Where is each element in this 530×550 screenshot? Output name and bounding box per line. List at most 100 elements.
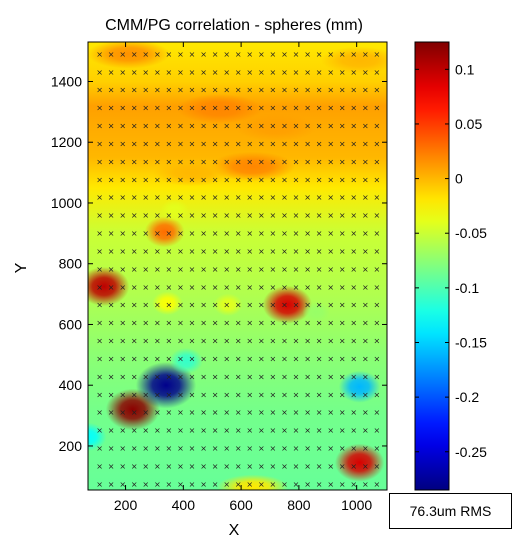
sample-marker: ×	[212, 426, 219, 435]
sample-marker: ×	[96, 193, 103, 202]
sample-marker: ×	[270, 247, 277, 256]
sample-marker: ×	[212, 229, 219, 238]
sample-marker: ×	[316, 337, 323, 346]
sample-marker: ×	[293, 265, 300, 274]
sample-marker: ×	[350, 319, 357, 328]
sample-marker: ×	[223, 122, 230, 131]
sample-marker: ×	[166, 157, 173, 166]
sample-marker: ×	[200, 122, 207, 131]
sample-marker: ×	[108, 337, 115, 346]
sample-marker: ×	[362, 247, 369, 256]
sample-marker: ×	[374, 337, 381, 346]
sample-marker: ×	[281, 175, 288, 184]
sample-marker: ×	[316, 157, 323, 166]
sample-marker: ×	[142, 426, 149, 435]
sample-marker: ×	[362, 408, 369, 417]
sample-marker: ×	[142, 86, 149, 95]
sample-marker: ×	[350, 372, 357, 381]
sample-marker: ×	[316, 444, 323, 453]
sample-marker: ×	[154, 175, 161, 184]
sample-marker: ×	[200, 354, 207, 363]
sample-marker: ×	[108, 139, 115, 148]
sample-marker: ×	[316, 480, 323, 489]
sample-marker: ×	[200, 319, 207, 328]
sample-marker: ×	[327, 372, 334, 381]
sample-marker: ×	[200, 283, 207, 292]
sample-marker: ×	[119, 229, 126, 238]
sample-marker: ×	[212, 211, 219, 220]
sample-marker: ×	[223, 139, 230, 148]
sample-marker: ×	[96, 480, 103, 489]
sample-marker: ×	[212, 157, 219, 166]
sample-marker: ×	[108, 372, 115, 381]
sample-marker: ×	[304, 86, 311, 95]
sample-marker: ×	[177, 390, 184, 399]
sample-marker: ×	[316, 193, 323, 202]
sample-marker: ×	[316, 462, 323, 471]
sample-marker: ×	[374, 283, 381, 292]
sample-marker: ×	[131, 265, 138, 274]
sample-marker: ×	[235, 193, 242, 202]
heatmap-feature	[302, 301, 331, 323]
sample-marker: ×	[119, 301, 126, 310]
sample-marker: ×	[142, 372, 149, 381]
sample-marker: ×	[108, 444, 115, 453]
x-axis-label: X	[229, 522, 240, 539]
sample-marker: ×	[108, 175, 115, 184]
sample-marker: ×	[374, 247, 381, 256]
sample-marker: ×	[200, 50, 207, 59]
sample-marker: ×	[142, 175, 149, 184]
sample-marker: ×	[235, 283, 242, 292]
sample-marker: ×	[223, 265, 230, 274]
sample-marker: ×	[293, 193, 300, 202]
sample-marker: ×	[96, 390, 103, 399]
sample-marker: ×	[350, 104, 357, 113]
sample-marker: ×	[304, 372, 311, 381]
colorbar: 0.1 0.05 0 -0.05 -0.1 -0.15 -0.2 -0.25	[414, 41, 487, 491]
sample-marker: ×	[316, 247, 323, 256]
sample-marker: ×	[131, 193, 138, 202]
plot-area: × × × × × × × × × × × × × × × × × × × × × × × × × × × × × × × × × × × × × × × ×…	[51, 41, 388, 513]
sample-marker: ×	[362, 50, 369, 59]
sample-marker: ×	[189, 265, 196, 274]
sample-marker: ×	[270, 122, 277, 131]
sample-marker: ×	[212, 265, 219, 274]
sample-marker: ×	[177, 86, 184, 95]
sample-marker: ×	[246, 157, 253, 166]
sample-marker: ×	[212, 462, 219, 471]
sample-marker: ×	[350, 175, 357, 184]
sample-marker: ×	[131, 104, 138, 113]
sample-marker: ×	[108, 193, 115, 202]
sample-marker: ×	[223, 104, 230, 113]
heatmap-feature	[217, 474, 289, 490]
sample-marker: ×	[131, 462, 138, 471]
sample-marker: ×	[293, 337, 300, 346]
sample-marker: ×	[96, 50, 103, 59]
sample-marker: ×	[246, 86, 253, 95]
sample-marker: ×	[362, 337, 369, 346]
sample-marker: ×	[200, 301, 207, 310]
sample-marker: ×	[258, 86, 265, 95]
sample-marker: ×	[293, 157, 300, 166]
sample-marker: ×	[223, 462, 230, 471]
sample-marker: ×	[281, 68, 288, 77]
sample-marker: ×	[350, 86, 357, 95]
sample-marker: ×	[304, 283, 311, 292]
sample-marker: ×	[166, 50, 173, 59]
sample-marker: ×	[246, 68, 253, 77]
sample-marker: ×	[281, 462, 288, 471]
sample-marker: ×	[258, 68, 265, 77]
sample-marker: ×	[189, 408, 196, 417]
sample-marker: ×	[374, 265, 381, 274]
sample-marker: ×	[96, 408, 103, 417]
sample-marker: ×	[281, 372, 288, 381]
sample-marker: ×	[96, 444, 103, 453]
sample-marker: ×	[189, 426, 196, 435]
sample-marker: ×	[350, 139, 357, 148]
sample-marker: ×	[223, 68, 230, 77]
sample-marker: ×	[374, 211, 381, 220]
sample-marker: ×	[131, 122, 138, 131]
sample-marker: ×	[189, 104, 196, 113]
sample-marker: ×	[119, 193, 126, 202]
sample-marker: ×	[177, 408, 184, 417]
